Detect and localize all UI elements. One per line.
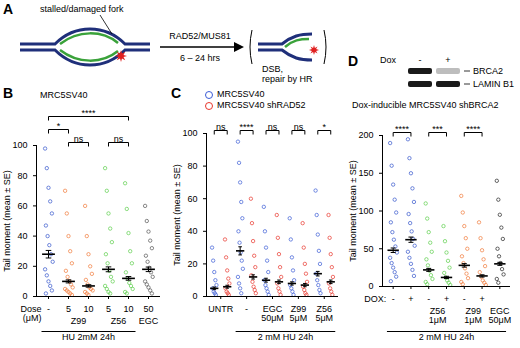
svg-text:150: 150 bbox=[358, 168, 373, 178]
html-text:MRC5SV40 shRAD52: MRC5SV40 shRAD52 bbox=[217, 100, 306, 110]
svg-text:ns: ns bbox=[216, 122, 226, 132]
svg-text:EGC: EGC bbox=[139, 316, 159, 326]
svg-text:20: 20 bbox=[17, 261, 27, 271]
svg-text:200: 200 bbox=[358, 130, 373, 140]
svg-text:0: 0 bbox=[22, 291, 27, 301]
svg-text:20: 20 bbox=[187, 259, 197, 269]
html-text:D: D bbox=[348, 53, 359, 69]
svg-text:stalled/damaged fork: stalled/damaged fork bbox=[40, 4, 124, 14]
svg-text:Z565μM: Z565μM bbox=[315, 304, 333, 323]
svg-text:-: - bbox=[427, 294, 430, 304]
svg-text:40: 40 bbox=[187, 226, 197, 236]
svg-text:EGC50μM: EGC50μM bbox=[261, 304, 284, 323]
svg-text:-: - bbox=[47, 304, 50, 314]
svg-text:***: *** bbox=[432, 124, 443, 134]
svg-text:50: 50 bbox=[143, 304, 153, 314]
svg-text:HU 2mM 24h: HU 2mM 24h bbox=[62, 332, 115, 342]
svg-text:-: - bbox=[245, 304, 248, 314]
svg-text:100: 100 bbox=[182, 128, 197, 138]
svg-text:Dose(μM): Dose(μM) bbox=[20, 304, 41, 323]
svg-text:60: 60 bbox=[17, 201, 27, 211]
svg-text:+: + bbox=[444, 294, 449, 304]
svg-text:-: - bbox=[392, 294, 395, 304]
svg-text:EGC50μM: EGC50μM bbox=[488, 306, 511, 325]
svg-text:-: - bbox=[419, 55, 422, 65]
svg-text:ns: ns bbox=[294, 122, 304, 132]
svg-text:5: 5 bbox=[66, 304, 71, 314]
svg-text:UNTR: UNTR bbox=[208, 304, 233, 314]
svg-text:*: * bbox=[323, 122, 327, 132]
svg-text:+: + bbox=[479, 294, 484, 304]
html-text:A: A bbox=[3, 1, 14, 17]
svg-text:60: 60 bbox=[187, 194, 197, 204]
svg-text:ns: ns bbox=[114, 134, 124, 144]
svg-text:6 – 24 hrs: 6 – 24 hrs bbox=[180, 53, 221, 63]
svg-text:Z995μM: Z995μM bbox=[290, 304, 308, 323]
svg-text:****: **** bbox=[466, 124, 481, 134]
svg-text:ns: ns bbox=[74, 134, 84, 144]
svg-text:10: 10 bbox=[123, 304, 133, 314]
svg-text:BRCA2: BRCA2 bbox=[473, 66, 503, 76]
svg-text:10: 10 bbox=[83, 304, 93, 314]
html-text:C: C bbox=[171, 85, 182, 101]
svg-text:Dox: Dox bbox=[380, 55, 397, 65]
html-text:MRC5SV40: MRC5SV40 bbox=[217, 89, 265, 99]
svg-text:5: 5 bbox=[106, 304, 111, 314]
svg-text:100: 100 bbox=[12, 140, 27, 150]
svg-text:-: - bbox=[463, 294, 466, 304]
svg-text:LAMIN B1: LAMIN B1 bbox=[473, 79, 514, 89]
svg-text:DOX:: DOX: bbox=[364, 294, 386, 304]
svg-text:2 mM HU 24h: 2 mM HU 24h bbox=[419, 332, 475, 342]
svg-text:DSB,: DSB, bbox=[262, 64, 283, 74]
svg-text:Tail moment (mean ± SE): Tail moment (mean ± SE) bbox=[172, 164, 182, 265]
html-text:MRC5SV40: MRC5SV40 bbox=[40, 90, 88, 100]
svg-text:80: 80 bbox=[187, 161, 197, 171]
svg-text:0: 0 bbox=[192, 291, 197, 301]
html-text:Dox-inducible MRC5SV40 shBRCA2: Dox-inducible MRC5SV40 shBRCA2 bbox=[352, 100, 499, 110]
svg-text:100: 100 bbox=[358, 206, 373, 216]
html-text:B: B bbox=[3, 85, 14, 101]
svg-text:Z56: Z56 bbox=[111, 316, 127, 326]
svg-text:+: + bbox=[445, 55, 450, 65]
svg-text:repair by HR: repair by HR bbox=[262, 74, 313, 84]
svg-text:RAD52/MUS81: RAD52/MUS81 bbox=[169, 31, 231, 41]
svg-text:ns: ns bbox=[268, 122, 278, 132]
svg-text:Z99: Z99 bbox=[71, 316, 87, 326]
svg-text:Z991μM: Z991μM bbox=[464, 306, 482, 325]
svg-text:Tail moment (mean ± SE): Tail moment (mean ± SE) bbox=[348, 160, 358, 261]
svg-text:40: 40 bbox=[17, 231, 27, 241]
svg-text:****: **** bbox=[81, 108, 96, 118]
svg-text:*: * bbox=[57, 121, 61, 131]
svg-text:Z561μM: Z561μM bbox=[429, 306, 447, 325]
svg-text:50: 50 bbox=[363, 244, 373, 254]
svg-text:80: 80 bbox=[17, 171, 27, 181]
svg-text:****: **** bbox=[395, 124, 410, 134]
svg-text:Tail moment (mean ± SE): Tail moment (mean ± SE) bbox=[2, 170, 12, 271]
svg-text:2 mM HU 24h: 2 mM HU 24h bbox=[258, 332, 314, 342]
svg-text:0: 0 bbox=[368, 281, 373, 291]
svg-text:+: + bbox=[408, 294, 413, 304]
svg-text:****: **** bbox=[240, 122, 255, 132]
